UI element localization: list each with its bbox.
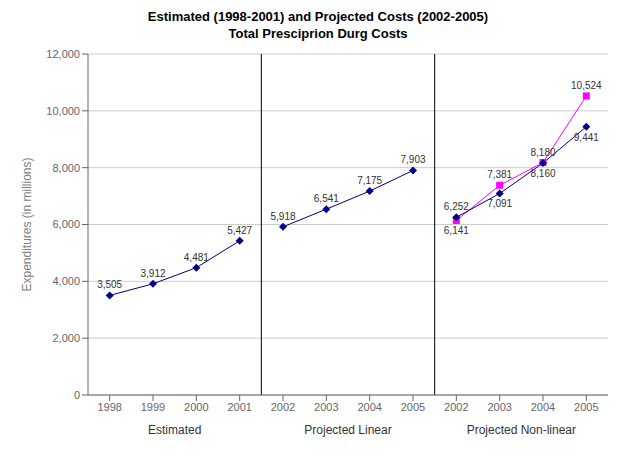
- html-text:Total Presciprion Durg Costs: Total Presciprion Durg Costs: [228, 26, 408, 41]
- svg-text:5,918: 5,918: [270, 211, 295, 222]
- svg-text:2004: 2004: [357, 401, 381, 413]
- svg-text:Projected Non-linear: Projected Non-linear: [467, 423, 576, 437]
- svg-text:9,441: 9,441: [574, 132, 599, 143]
- svg-text:6,000: 6,000: [52, 218, 80, 230]
- svg-text:10,524: 10,524: [571, 80, 602, 91]
- svg-text:8,000: 8,000: [52, 162, 80, 174]
- svg-text:Expenditures (in millions): Expenditures (in millions): [20, 157, 34, 291]
- svg-text:2005: 2005: [401, 401, 425, 413]
- svg-text:2000: 2000: [184, 401, 208, 413]
- svg-text:2001: 2001: [227, 401, 251, 413]
- svg-text:2,000: 2,000: [52, 332, 80, 344]
- svg-text:1999: 1999: [141, 401, 165, 413]
- svg-text:6,141: 6,141: [444, 225, 469, 236]
- svg-text:12,000: 12,000: [46, 48, 80, 60]
- svg-text:6,541: 6,541: [314, 193, 339, 204]
- svg-text:1998: 1998: [97, 401, 121, 413]
- svg-text:7,903: 7,903: [400, 154, 425, 165]
- svg-text:2003: 2003: [487, 401, 511, 413]
- html-text:Estimated (1998-2001) and Proj: Estimated (1998-2001) and Projected Cost…: [147, 9, 489, 24]
- svg-text:Projected Linear: Projected Linear: [304, 423, 391, 437]
- svg-text:2004: 2004: [531, 401, 555, 413]
- svg-text:4,481: 4,481: [184, 252, 209, 263]
- svg-text:8,160: 8,160: [530, 168, 555, 179]
- svg-text:0: 0: [74, 389, 80, 401]
- svg-text:2003: 2003: [314, 401, 338, 413]
- svg-text:4,000: 4,000: [52, 275, 80, 287]
- svg-text:6,252: 6,252: [444, 201, 469, 212]
- svg-text:5,427: 5,427: [227, 225, 252, 236]
- svg-text:7,381: 7,381: [487, 169, 512, 180]
- svg-text:3,505: 3,505: [97, 279, 122, 290]
- svg-text:10,000: 10,000: [46, 105, 80, 117]
- svg-text:Estimated: Estimated: [148, 423, 201, 437]
- svg-text:2002: 2002: [271, 401, 295, 413]
- svg-text:7,091: 7,091: [487, 198, 512, 209]
- svg-text:3,912: 3,912: [140, 268, 165, 279]
- svg-text:2002: 2002: [444, 401, 468, 413]
- svg-text:2005: 2005: [574, 401, 598, 413]
- svg-text:7,175: 7,175: [357, 175, 382, 186]
- svg-text:8,180: 8,180: [530, 147, 555, 158]
